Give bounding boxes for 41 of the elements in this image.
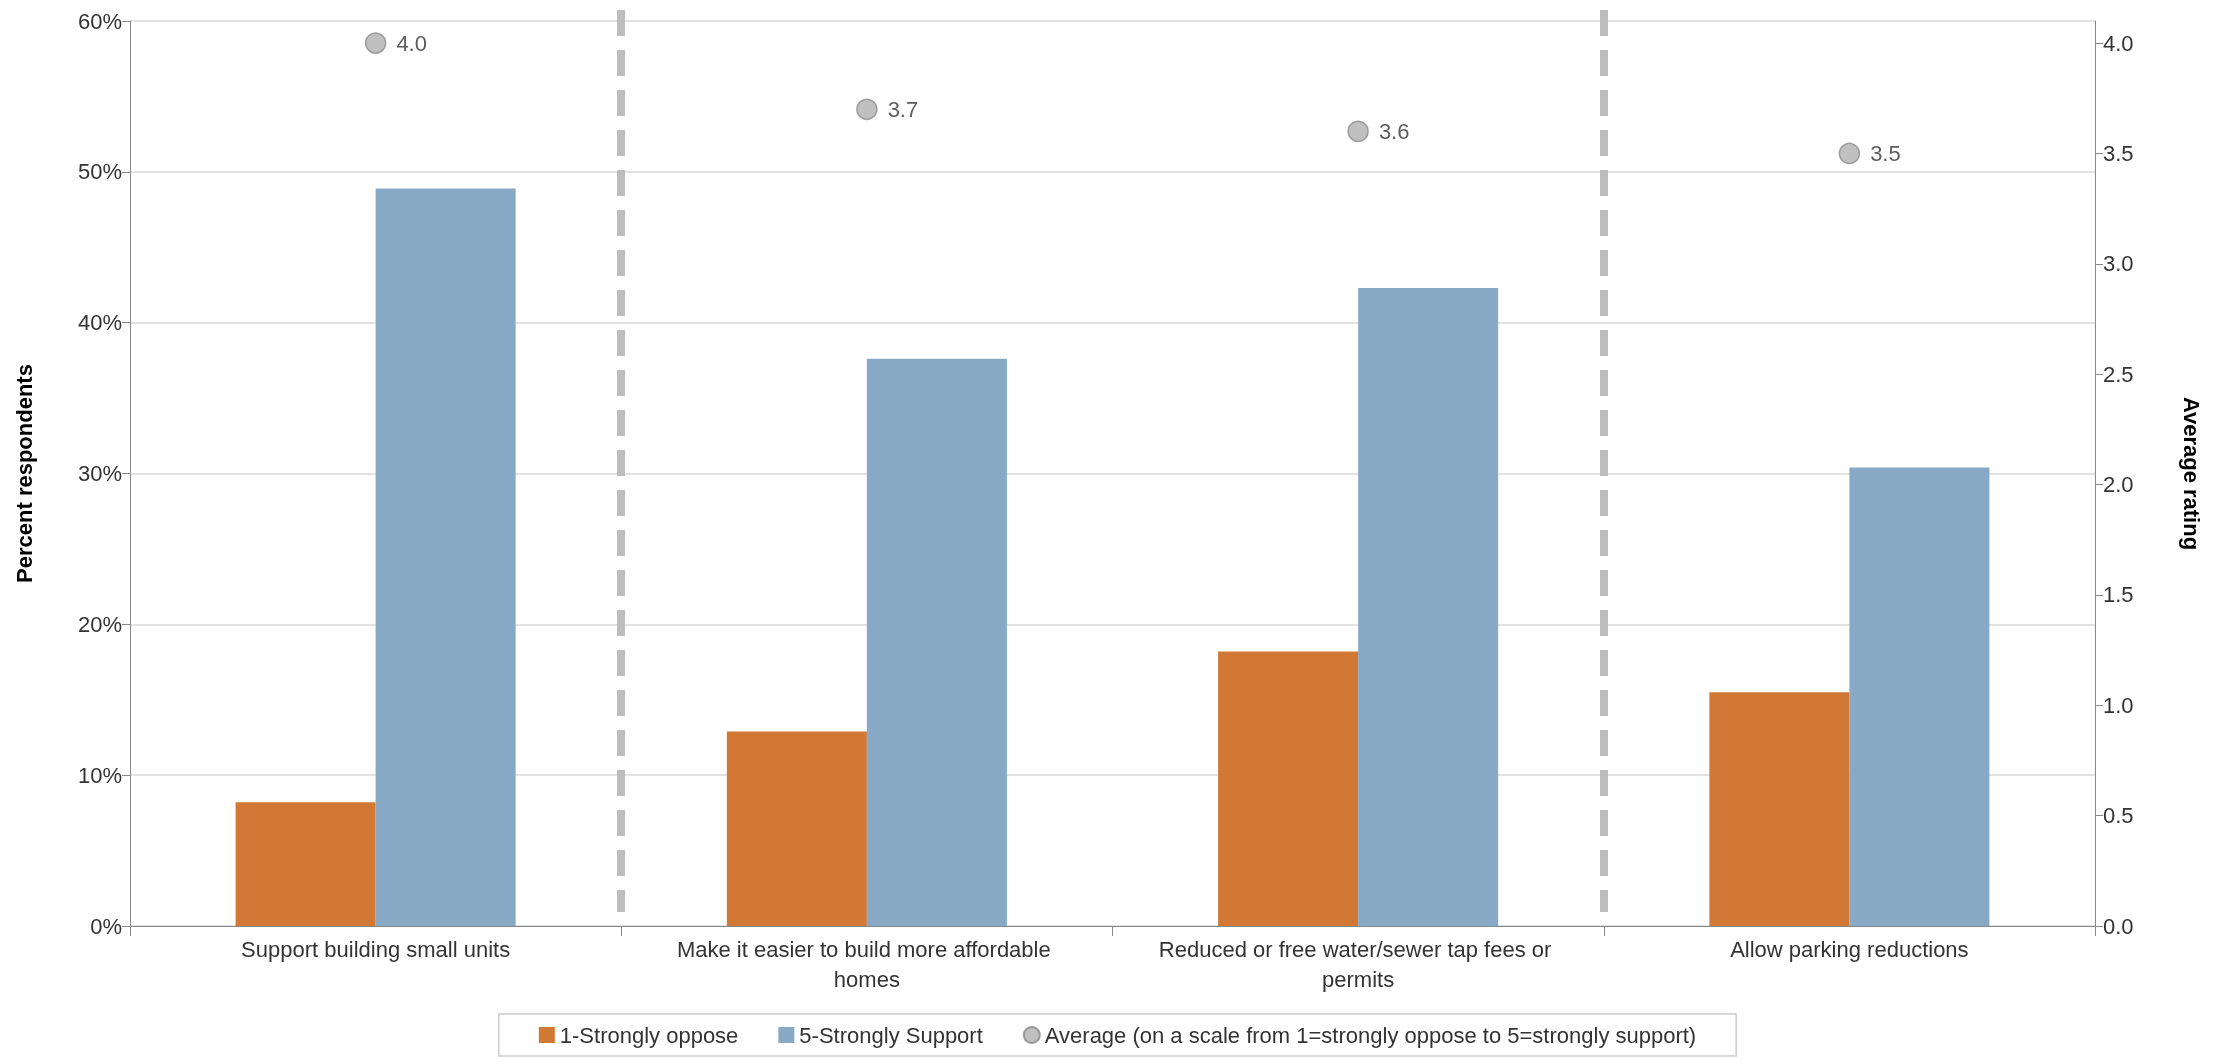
y2-tick-label: 1.5 bbox=[2103, 582, 2134, 608]
data-label: 3.6 bbox=[1378, 118, 1410, 144]
y2-tick-label: 1.0 bbox=[2103, 692, 2134, 718]
legend-label: Average (on a scale from 1=strongly oppose to 5=strongly support) bbox=[1044, 1022, 1697, 1048]
bar bbox=[375, 188, 516, 926]
data-label: 3.5 bbox=[1870, 140, 1901, 166]
bar bbox=[235, 802, 376, 926]
point bbox=[1838, 142, 1861, 165]
y-tick-label: 0% bbox=[90, 913, 122, 939]
bar bbox=[1218, 651, 1359, 926]
y2-tick-label: 2.5 bbox=[2103, 361, 2134, 387]
y-tick-label: 20% bbox=[77, 611, 122, 637]
y2-tick-label: 2.0 bbox=[2103, 472, 2134, 498]
data-label: 4.0 bbox=[396, 30, 427, 56]
bar bbox=[1709, 692, 1850, 926]
y-tick-label: 40% bbox=[77, 310, 122, 336]
bar bbox=[1849, 467, 1990, 926]
point bbox=[1347, 120, 1369, 143]
x-tick-label: Reduced or free water/sewer tap fees or permits bbox=[1158, 936, 1558, 992]
x-tick-label: Make it easier to build more affordable homes bbox=[676, 936, 1057, 992]
y2-tick-label: 0.5 bbox=[2103, 803, 2134, 829]
legend-label: 5-Strongly Support bbox=[799, 1022, 983, 1048]
x-tick-label: Allow parking reductions bbox=[1730, 936, 1969, 962]
y2-tick-label: 0.0 bbox=[2103, 913, 2134, 939]
y2-axis-title: Average rating bbox=[2178, 396, 2204, 551]
y2-tick-label: 3.5 bbox=[2103, 140, 2134, 166]
y2-tick-label: 3.0 bbox=[2103, 251, 2134, 277]
point bbox=[364, 32, 387, 54]
y2-tick-label: 4.0 bbox=[2103, 30, 2134, 56]
y-tick-label: 50% bbox=[77, 159, 122, 185]
bar bbox=[726, 731, 867, 926]
y-tick-label: 60% bbox=[77, 8, 122, 34]
y-tick-label: 10% bbox=[77, 762, 122, 788]
bar bbox=[866, 358, 1007, 926]
x-tick-label: Support building small units bbox=[241, 936, 511, 962]
y-axis-title: Percent respondents bbox=[11, 364, 37, 583]
legend-label: 1-Strongly oppose bbox=[559, 1022, 739, 1048]
bar bbox=[1358, 287, 1499, 926]
point bbox=[856, 98, 878, 121]
data-label: 3.7 bbox=[887, 96, 919, 122]
y-tick-label: 30% bbox=[77, 461, 122, 486]
